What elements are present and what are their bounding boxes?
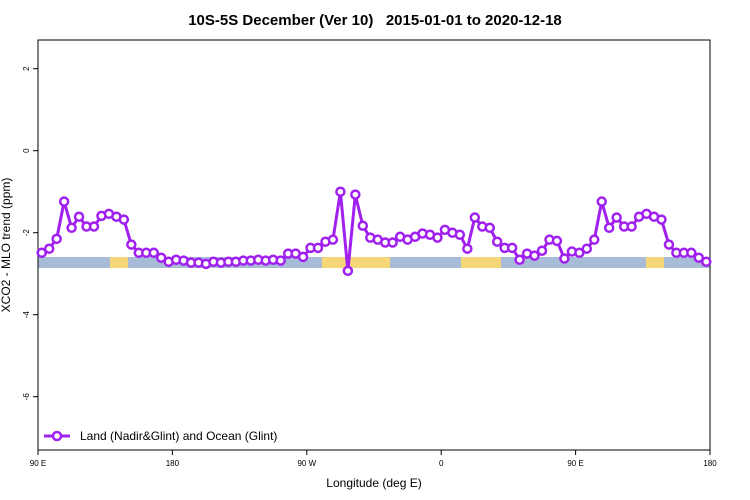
point xyxy=(574,247,585,259)
point xyxy=(686,247,697,259)
point xyxy=(118,214,130,225)
y-axis-label: XCO2 - MLO trend (ppm) xyxy=(0,178,13,313)
land-band xyxy=(461,257,501,268)
point xyxy=(596,196,607,207)
point xyxy=(693,252,705,263)
point xyxy=(506,242,518,254)
point xyxy=(514,254,525,266)
point xyxy=(126,239,137,250)
point xyxy=(335,186,346,197)
point xyxy=(155,252,167,263)
y-tick-label: 2 xyxy=(22,66,31,71)
legend-item: Land (Nadir&Glint) and Ocean (Glint) xyxy=(44,429,277,443)
x-tick-label: 180 xyxy=(703,459,717,468)
point xyxy=(387,237,398,248)
y-tick-label: 0 xyxy=(22,148,31,153)
point xyxy=(663,239,675,250)
point xyxy=(342,265,354,277)
point xyxy=(656,214,667,225)
point xyxy=(432,232,443,243)
point xyxy=(357,220,369,231)
point xyxy=(551,235,563,247)
point xyxy=(559,253,570,264)
x-tick-label: 180 xyxy=(166,459,180,468)
point xyxy=(536,245,548,256)
map-strip xyxy=(38,257,710,268)
x-axis-label: Longitude (deg E) xyxy=(326,476,421,490)
x-tick-label: 90 E xyxy=(30,459,46,468)
point xyxy=(36,247,47,259)
plot-frame xyxy=(37,39,711,451)
point xyxy=(312,242,324,254)
y-tick-label: -6 xyxy=(22,393,31,401)
point xyxy=(581,243,593,254)
y-tick-label: -2 xyxy=(22,229,31,237)
y-tick-label: -4 xyxy=(22,311,31,319)
point xyxy=(66,222,77,234)
point xyxy=(88,221,100,232)
point xyxy=(462,243,473,254)
point xyxy=(51,233,62,245)
point xyxy=(454,229,466,240)
point xyxy=(297,251,309,263)
point xyxy=(58,196,70,207)
point xyxy=(611,212,622,223)
legend-label: Land (Nadir&Glint) and Ocean (Glint) xyxy=(80,429,277,443)
x-tick-label: 90 W xyxy=(297,459,316,468)
point xyxy=(701,256,712,268)
x-tick-label: 90 E xyxy=(567,459,583,468)
point xyxy=(350,189,361,200)
point xyxy=(469,212,481,223)
point xyxy=(327,234,339,245)
land-band xyxy=(110,257,128,268)
point xyxy=(484,222,495,234)
point xyxy=(275,255,286,266)
point xyxy=(529,250,540,261)
point xyxy=(148,247,159,259)
land-band xyxy=(322,257,390,268)
legend-marker xyxy=(51,430,63,442)
point xyxy=(491,236,503,247)
land-band xyxy=(646,257,664,268)
point xyxy=(626,221,637,232)
point xyxy=(43,243,55,254)
point xyxy=(589,234,600,245)
point xyxy=(73,211,85,222)
chart-title: 10S-5S December (Ver 10) 2015-01-01 to 2… xyxy=(188,12,562,29)
x-tick-label: 0 xyxy=(439,459,444,468)
point xyxy=(603,222,615,234)
